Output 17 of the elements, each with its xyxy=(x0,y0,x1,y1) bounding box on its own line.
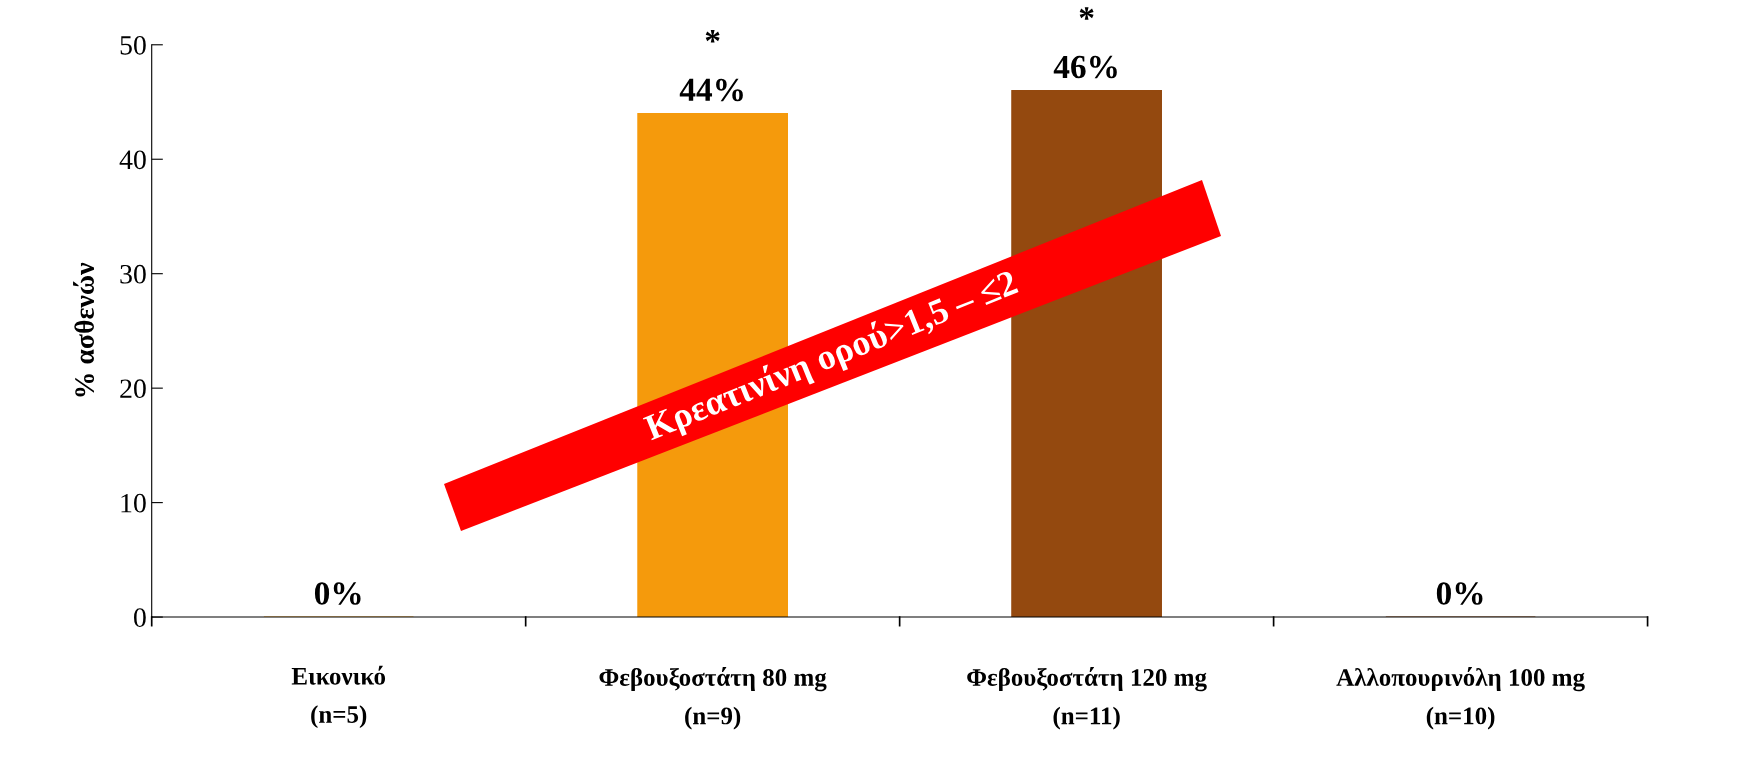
y-tick-label: 50 xyxy=(120,35,146,55)
y-tick-label: 40 xyxy=(119,150,146,170)
data-label: 46% xyxy=(1053,55,1117,79)
y-axis-title: % ασθενών xyxy=(73,262,95,397)
x-tick-label: Φεβουξοστάτη 80 mg (n=9) xyxy=(599,667,827,730)
x-tick-label: Αλλοπουρινόλη 100 mg (n=10) xyxy=(1336,667,1585,730)
data-label: 0% xyxy=(1436,582,1483,605)
data-label: 44% xyxy=(679,78,743,102)
x-tick-label: Εικονικό (n=5) xyxy=(291,665,386,729)
y-tick-label: 0 xyxy=(134,608,146,627)
text: * xyxy=(705,30,720,43)
y-tick-label: 10 xyxy=(121,493,146,513)
y-tick-label: 30 xyxy=(120,264,146,284)
text: * xyxy=(1079,7,1094,20)
y-tick-label: 20 xyxy=(120,379,146,399)
x-tick-label: Φεβουξοστάτη 120 mg (n=11) xyxy=(967,667,1207,730)
data-label: 0% xyxy=(314,582,361,605)
